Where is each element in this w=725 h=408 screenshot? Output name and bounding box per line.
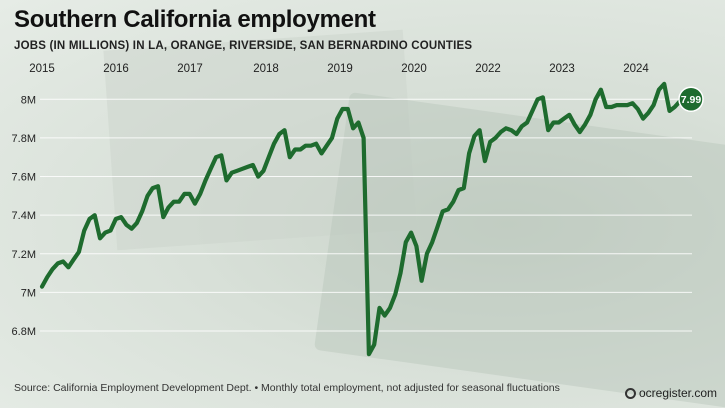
y-tick-label: 7.6M bbox=[12, 172, 36, 184]
chart-title: Southern California employment bbox=[14, 6, 376, 33]
chart-subtitle: JOBS (IN MILLIONS) IN LA, ORANGE, RIVERS… bbox=[14, 40, 473, 52]
x-tick-label: 2015 bbox=[29, 63, 55, 75]
brand-text: ocregister.com bbox=[638, 386, 717, 400]
y-tick-label: 7.4M bbox=[12, 210, 36, 222]
end-label-group: 7.99 bbox=[678, 86, 704, 112]
x-tick-label: 2023 bbox=[549, 63, 575, 75]
ring-logo-icon bbox=[624, 388, 636, 399]
x-tick-label: 2017 bbox=[177, 63, 203, 75]
y-tick-label: 7M bbox=[21, 287, 36, 299]
y-axis-ticks: 6.8M 7M 7.2M 7.4M 7.6M 7.8M 8M bbox=[12, 94, 36, 338]
y-tick-label: 6.8M bbox=[12, 326, 36, 338]
y-tick-label: 8M bbox=[21, 94, 36, 106]
x-tick-label: 2020 bbox=[401, 63, 427, 75]
brand-link[interactable]: ocregister.com bbox=[624, 386, 717, 400]
x-tick-label: 2022 bbox=[475, 63, 501, 75]
y-tick-label: 7.8M bbox=[12, 133, 36, 145]
x-tick-label: 2016 bbox=[103, 63, 129, 75]
series-layer bbox=[39, 81, 683, 357]
x-tick-label: 2018 bbox=[253, 63, 279, 75]
series-line bbox=[39, 81, 683, 357]
end-value-badge bbox=[678, 86, 704, 112]
x-tick-label: 2024 bbox=[623, 63, 649, 75]
source-note: Source: California Employment Developmen… bbox=[14, 382, 560, 394]
x-tick-label: 2019 bbox=[327, 63, 353, 75]
x-axis-ticks: 2015 2016 2017 2018 2019 2020 2022 2023 2024 bbox=[29, 63, 649, 75]
end-value-label: 7.99 bbox=[681, 94, 702, 106]
y-tick-label: 7.2M bbox=[12, 249, 36, 261]
